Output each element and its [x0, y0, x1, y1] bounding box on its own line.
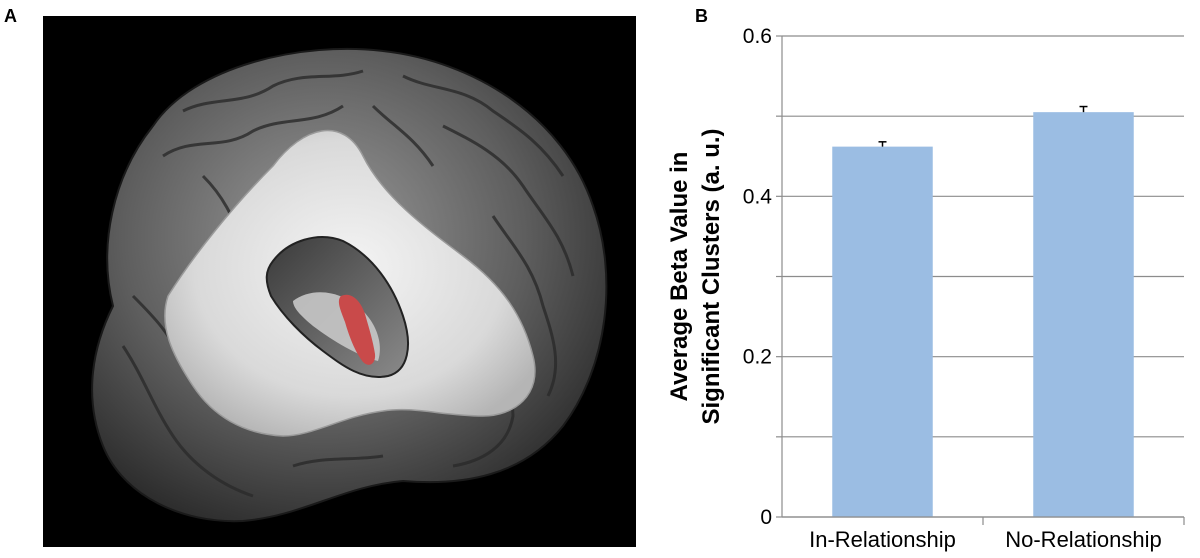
- x-tick-label: No-Relationship: [1005, 527, 1162, 552]
- bar: [832, 146, 933, 517]
- y-axis-label: Significant Clusters (a. u.): [698, 128, 725, 424]
- bar-chart: 0 0.2 0.4 0.6 In-Relationship No-Relationship…: [650, 0, 1200, 558]
- y-tick-label: 0.4: [743, 185, 773, 208]
- bar: [1033, 112, 1134, 518]
- panel-label-b: B: [695, 6, 708, 26]
- y-tick-label: 0.2: [743, 346, 772, 369]
- activation-cluster: [338, 294, 376, 365]
- panel-label-a: A: [4, 6, 17, 26]
- y-tick-label: 0: [760, 506, 772, 529]
- brain-mri-image: [43, 16, 636, 547]
- y-axis-label: Average Beta Value in: [666, 152, 693, 402]
- x-tick-label: In-Relationship: [809, 527, 956, 552]
- y-tick-label: 0.6: [743, 25, 772, 48]
